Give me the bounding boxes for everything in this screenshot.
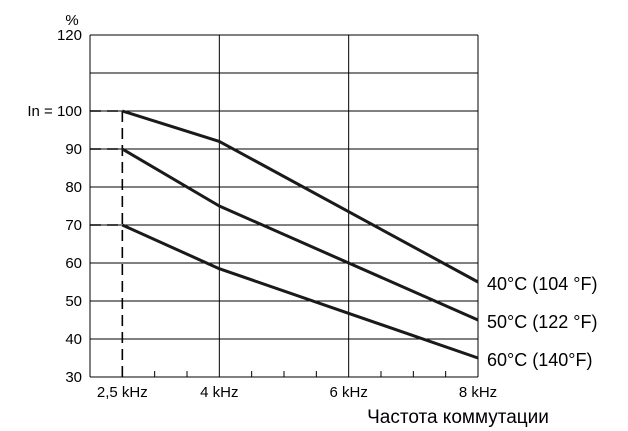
reference-lines [90,110,124,377]
x-tick-label: 4 kHz [200,384,238,401]
y-unit-label: % [65,12,78,29]
y-tick-label: 30 [65,369,82,386]
y-tick-label: 90 [65,141,82,158]
y-tick-label: 80 [65,179,82,196]
y-tick-label: 50 [65,293,82,310]
y-tick-label: 60 [65,255,82,272]
series-labels: 40°C (104 °F) 50°C (122 °F) 60°C (140°F) [487,274,597,370]
x-tick-label: 2,5 kHz [97,384,148,401]
series-line-2 [121,147,479,322]
x-axis-title: Частота коммутации [367,407,549,428]
y-tick-label: 120 [57,27,82,44]
grid [89,34,479,378]
series-label-1: 40°C (104 °F) [487,274,597,294]
series-label-3: 60°C (140°F) [487,350,592,370]
y-tick-label: 40 [65,331,82,348]
series-lines [121,109,479,360]
y-tick-label: In = 100 [27,103,82,120]
y-tick-label: 70 [65,217,82,234]
tick-labels: 30 40 50 60 70 80 90 In = 100 120 2,5 kHz 4 kHz 6 k… [27,27,497,401]
x-tick-label: 6 kHz [329,384,367,401]
x-tick-label: 8 kHz [459,384,497,401]
series-line-3 [121,223,479,360]
series-line-1 [121,109,479,284]
series-label-2: 50°C (122 °F) [487,312,597,332]
